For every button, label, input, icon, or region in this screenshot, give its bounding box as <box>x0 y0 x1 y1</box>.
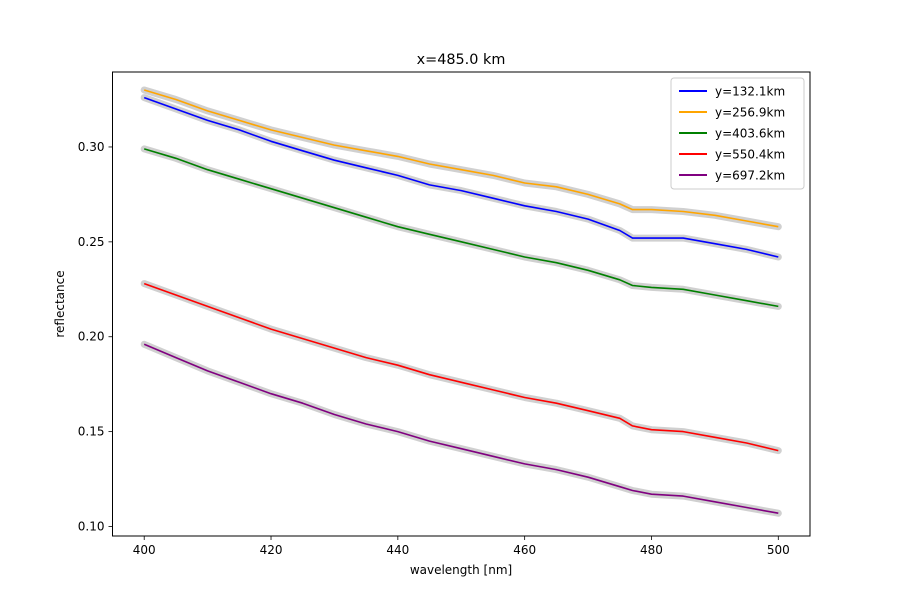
series-lines <box>143 89 779 514</box>
y-tick-label: 0.25 <box>78 235 105 249</box>
x-tick-label: 420 <box>260 543 283 557</box>
legend-label-3: y=403.6km <box>715 127 785 141</box>
x-tick-label: 480 <box>640 543 663 557</box>
x-tick-label: 440 <box>386 543 409 557</box>
legend-label-5: y=697.2km <box>715 169 785 183</box>
y-axis-label: reflectance <box>53 270 67 337</box>
y-tick-label: 0.20 <box>78 330 105 344</box>
series-line-3 <box>143 148 779 308</box>
x-tick-label: 400 <box>133 543 156 557</box>
x-tick-label: 500 <box>767 543 790 557</box>
x-axis-label: wavelength [nm] <box>410 563 512 577</box>
y-tick-label: 0.30 <box>78 140 105 154</box>
x-axis-ticks: 400 420 440 460 480 500 <box>133 536 790 557</box>
series-line-5 <box>143 343 779 514</box>
series-line-2 <box>143 89 779 228</box>
y-tick-label: 0.10 <box>78 520 105 534</box>
x-tick-label: 460 <box>513 543 536 557</box>
legend-label-4: y=550.4km <box>715 148 785 162</box>
series-line-4 <box>143 282 779 452</box>
chart-title: x=485.0 km <box>417 52 506 68</box>
plot-frame <box>112 71 811 537</box>
y-tick-label: 0.15 <box>78 425 105 439</box>
legend: y=132.1km y=256.9km y=403.6km y=550.4km y=69… <box>670 77 805 190</box>
legend-box <box>670 77 805 190</box>
legend-label-1: y=132.1km <box>715 85 785 99</box>
legend-label-2: y=256.9km <box>715 106 785 120</box>
y-axis-ticks: 0.10 0.15 0.20 0.25 0.30 <box>78 140 113 534</box>
series-line-1 <box>143 96 779 258</box>
